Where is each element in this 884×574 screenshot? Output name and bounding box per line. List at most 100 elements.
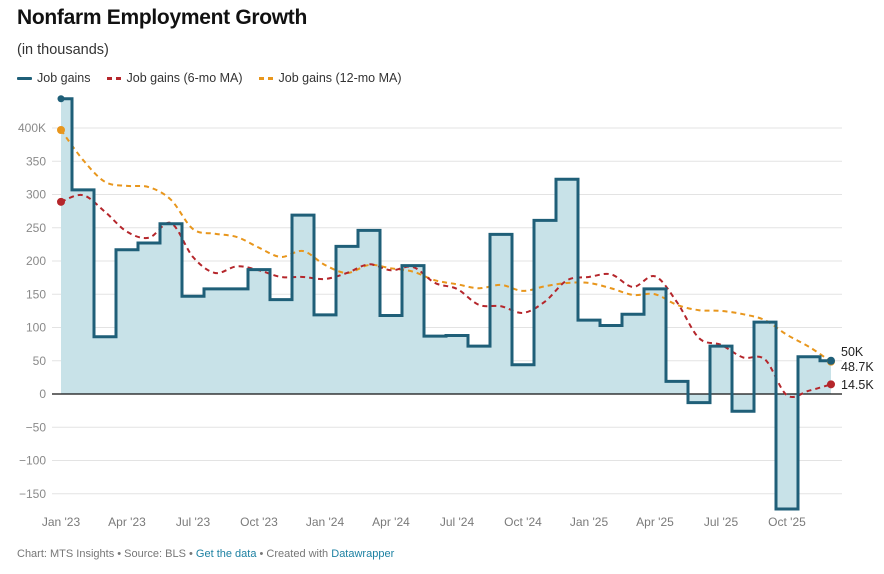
ma12-line-group bbox=[60, 129, 832, 363]
job-gains-bar bbox=[446, 335, 468, 394]
y-tick-label: −100 bbox=[19, 454, 46, 468]
x-tick-label: Apr '25 bbox=[636, 515, 674, 529]
job-gains-bar bbox=[820, 361, 842, 394]
end-label: 14.5K bbox=[841, 378, 874, 392]
get-the-data-link[interactable]: Get the data bbox=[195, 548, 257, 560]
x-tick-label: Jan '24 bbox=[306, 515, 345, 529]
job-gains-bar bbox=[644, 289, 666, 394]
y-tick-label: 300 bbox=[26, 188, 46, 202]
job-gains-start-point bbox=[57, 95, 65, 103]
x-tick-label: Apr '24 bbox=[372, 515, 410, 529]
job-gains-bar bbox=[490, 234, 512, 394]
legend-item-6mo-ma: Job gains (6-mo MA) bbox=[106, 71, 243, 85]
ma6-line-group bbox=[60, 193, 832, 399]
y-tick-label: 350 bbox=[26, 154, 46, 168]
x-tick-label: Jul '23 bbox=[176, 515, 211, 529]
job-gains-bar bbox=[556, 179, 578, 394]
footer-separator-2: • bbox=[185, 548, 196, 560]
x-tick-label: Jan '25 bbox=[570, 515, 609, 529]
job-gains-bar bbox=[600, 326, 622, 394]
legend-label-job-gains: Job gains bbox=[37, 71, 91, 85]
job-gains-fill bbox=[61, 98, 831, 510]
footer-chart-credit: Chart: MTS Insights bbox=[17, 548, 115, 560]
job-gains-bar bbox=[138, 243, 160, 394]
ma12-line bbox=[60, 129, 832, 363]
x-tick-label: Oct '23 bbox=[240, 515, 278, 529]
job-gains-bar bbox=[666, 381, 688, 394]
job-gains-bar bbox=[182, 296, 204, 394]
y-tick-label: 150 bbox=[26, 287, 46, 301]
job-gains-bar bbox=[402, 266, 424, 394]
x-tick-label: Oct '24 bbox=[504, 515, 542, 529]
job-gains-step-line bbox=[61, 97, 831, 511]
legend-item-job-gains: Job gains bbox=[17, 71, 91, 85]
job-gains-bar bbox=[710, 346, 732, 394]
ma12-start-point bbox=[57, 125, 65, 134]
job-gains-bar bbox=[754, 322, 776, 394]
job-gains-bar bbox=[424, 336, 446, 394]
datawrapper-link[interactable]: Datawrapper bbox=[331, 548, 395, 560]
y-axis-ticks: 400K 350 300 250 200 150 100 50 0 −50 −100 −150 bbox=[18, 121, 46, 501]
x-tick-label: Apr '23 bbox=[108, 515, 146, 529]
job-gains-line-group bbox=[50, 97, 842, 511]
chart-title: Nonfarm Employment Growth bbox=[17, 6, 308, 29]
footer-separator-1: • bbox=[114, 548, 125, 560]
legend-swatch-6mo-ma bbox=[106, 76, 122, 80]
legend-item-12mo-ma: Job gains (12-mo MA) bbox=[258, 71, 402, 85]
job-gains-bar bbox=[380, 316, 402, 394]
job-gains-bar bbox=[72, 190, 94, 394]
job-gains-bar bbox=[534, 220, 556, 394]
x-tick-label: Jan '23 bbox=[42, 515, 81, 529]
legend: Job gains Job gains (6-mo MA) Job gains … bbox=[17, 71, 402, 85]
job-gains-bar bbox=[314, 315, 336, 394]
ma6-start-point bbox=[57, 197, 65, 206]
job-gains-bar bbox=[116, 250, 138, 394]
job-gains-area bbox=[61, 98, 831, 510]
x-tick-label: Oct '25 bbox=[768, 515, 806, 529]
y-tick-label: 50 bbox=[33, 354, 47, 368]
footer-separator-3: • bbox=[256, 548, 267, 560]
chart-subtitle: (in thousands) bbox=[17, 42, 109, 58]
job-gains-bar bbox=[798, 357, 820, 394]
y-tick-label: 400K bbox=[18, 121, 46, 135]
job-gains-bar bbox=[160, 224, 182, 394]
y-tick-label: −50 bbox=[26, 420, 47, 434]
footer-source: Source: BLS bbox=[124, 548, 186, 560]
job-gains-bar bbox=[336, 246, 358, 394]
y-tick-label: 200 bbox=[26, 254, 46, 268]
y-tick-label: −150 bbox=[19, 487, 46, 501]
x-tick-label: Jul '25 bbox=[704, 515, 739, 529]
job-gains-bar bbox=[732, 394, 754, 411]
job-gains-bar bbox=[292, 215, 314, 394]
job-gains-bar bbox=[226, 289, 248, 394]
ma6-line bbox=[60, 193, 832, 399]
job-gains-bar bbox=[512, 365, 534, 394]
x-axis-ticks: Jan '23 Apr '23 Jul '23 Oct '23 Jan '24 Apr '… bbox=[42, 515, 806, 529]
job-gains-bar bbox=[622, 314, 644, 394]
y-tick-label: 0 bbox=[39, 387, 46, 401]
y-tick-label: 100 bbox=[26, 321, 46, 335]
legend-swatch-12mo-ma bbox=[258, 76, 274, 80]
legend-label-6mo-ma: Job gains (6-mo MA) bbox=[126, 71, 243, 85]
y-tick-label: 250 bbox=[26, 221, 46, 235]
job-gains-bar bbox=[94, 337, 116, 394]
data-points bbox=[57, 95, 835, 389]
job-gains-bar bbox=[248, 270, 270, 394]
job-gains-bar bbox=[468, 346, 490, 394]
legend-swatch-job-gains bbox=[17, 76, 32, 80]
ma6-end-point bbox=[827, 380, 835, 389]
legend-label-12mo-ma: Job gains (12-mo MA) bbox=[278, 71, 402, 85]
end-label: 50K bbox=[841, 345, 864, 359]
job-gains-bar bbox=[776, 394, 798, 509]
footer: Chart: MTS Insights • Source: BLS • Get … bbox=[17, 548, 394, 560]
job-gains-bar bbox=[50, 99, 72, 394]
job-gains-bar bbox=[358, 230, 380, 394]
job-gains-end-point bbox=[827, 356, 835, 365]
job-gains-bar bbox=[688, 394, 710, 403]
x-tick-label: Jul '24 bbox=[440, 515, 475, 529]
end-label: 48.7K bbox=[841, 360, 874, 374]
job-gains-bar bbox=[204, 289, 226, 394]
job-gains-bar bbox=[578, 320, 600, 394]
